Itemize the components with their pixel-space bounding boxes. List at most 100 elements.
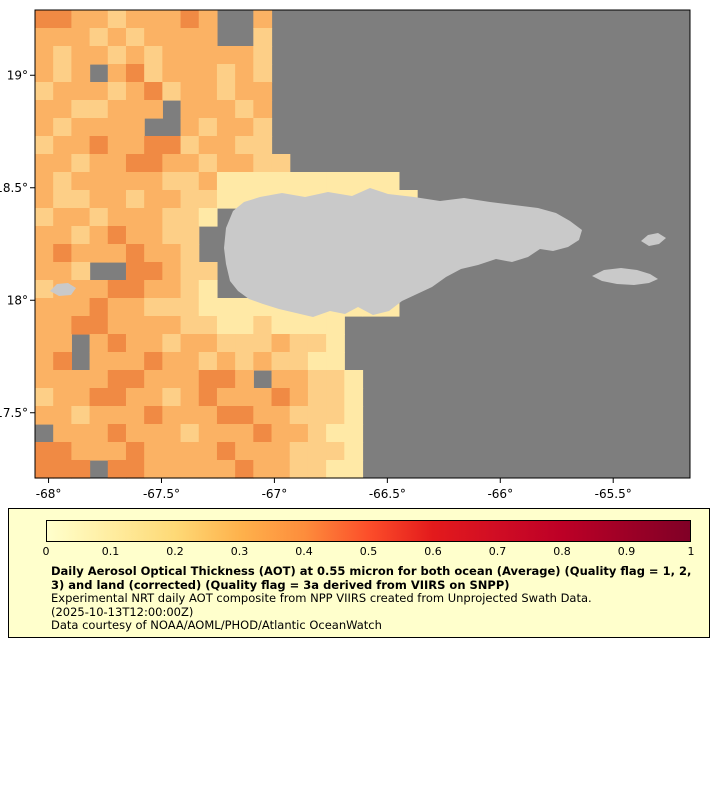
aot-cell xyxy=(253,442,273,461)
aot-cell xyxy=(35,370,54,389)
aot-cell xyxy=(162,406,182,425)
aot-cell xyxy=(253,136,273,155)
aot-cell xyxy=(107,172,127,191)
aot-cell xyxy=(235,334,254,353)
aot-cell xyxy=(35,244,54,263)
aot-cell xyxy=(125,64,145,83)
aot-cell xyxy=(89,172,109,191)
aot-cell xyxy=(216,424,236,443)
aot-cell xyxy=(326,316,345,335)
aot-cell xyxy=(144,190,163,209)
aot-cell xyxy=(198,298,218,317)
aot-cell xyxy=(180,100,200,119)
aot-cell xyxy=(271,442,291,461)
aot-cell xyxy=(198,442,218,461)
aot-cell xyxy=(35,262,54,281)
aot-cell xyxy=(289,460,309,479)
aot-cell xyxy=(53,424,72,443)
aot-cell xyxy=(71,226,91,245)
aot-cell xyxy=(107,82,127,101)
aot-cell xyxy=(271,334,291,353)
aot-cell xyxy=(271,316,291,335)
aot-cell xyxy=(216,334,236,353)
aot-cell xyxy=(107,28,127,47)
aot-cell xyxy=(35,136,54,155)
legend-text-block: Daily Aerosol Optical Thickness (AOT) at… xyxy=(51,564,699,633)
aot-cell xyxy=(235,82,254,101)
aot-cell xyxy=(125,154,145,173)
aot-cell xyxy=(53,244,72,263)
aot-cell xyxy=(162,334,182,353)
aot-cell xyxy=(89,190,109,209)
aot-cell xyxy=(144,280,163,299)
aot-cell xyxy=(235,46,254,65)
y-tick-label: 18° xyxy=(7,293,28,307)
aot-cell xyxy=(326,172,345,191)
aot-cell xyxy=(362,172,382,191)
aot-cell xyxy=(125,388,145,407)
aot-cell xyxy=(180,370,200,389)
aot-cell xyxy=(144,388,163,407)
aot-cell xyxy=(53,352,72,371)
aot-cell xyxy=(253,316,273,335)
aot-cell xyxy=(235,118,254,137)
legend-credit: Data courtesy of NOAA/AOML/PHOD/Atlantic… xyxy=(51,618,382,632)
aot-cell xyxy=(71,460,91,479)
aot-cell xyxy=(144,10,163,29)
aot-cell xyxy=(198,10,218,29)
plot-frame-layer xyxy=(34,9,691,479)
aot-cell xyxy=(162,226,182,245)
aot-cell xyxy=(289,442,309,461)
aot-cell xyxy=(89,334,109,353)
aot-cell xyxy=(35,298,54,317)
x-tick-label: -67.5° xyxy=(143,487,180,501)
aot-cell xyxy=(216,46,236,65)
colorbar-tick-label: 0.9 xyxy=(617,545,636,558)
aot-cell xyxy=(235,442,254,461)
aot-cell xyxy=(289,172,309,191)
aot-cell xyxy=(71,442,91,461)
aot-cell xyxy=(71,406,91,425)
aot-cell xyxy=(180,262,200,281)
aot-cell xyxy=(198,208,218,227)
aot-cell xyxy=(125,136,145,155)
aot-cell xyxy=(344,406,364,425)
aot-cell xyxy=(89,100,109,119)
aot-cell xyxy=(125,406,145,425)
x-tick-label: -67° xyxy=(262,487,288,501)
aot-cell xyxy=(71,100,91,119)
aot-cell xyxy=(162,10,182,29)
aot-cell xyxy=(180,46,200,65)
aot-cell xyxy=(89,244,109,263)
aot-cell xyxy=(71,424,91,443)
aot-cell xyxy=(344,370,364,389)
aot-cell xyxy=(53,136,72,155)
aot-cell xyxy=(162,244,182,263)
aot-cell xyxy=(180,334,200,353)
aot-cell xyxy=(198,352,218,371)
aot-cell xyxy=(107,46,127,65)
aot-cell xyxy=(216,190,236,209)
aot-cell xyxy=(162,442,182,461)
aot-cell xyxy=(162,172,182,191)
aot-cell xyxy=(180,172,200,191)
aot-cell xyxy=(216,118,236,137)
aot-cell xyxy=(235,136,254,155)
aot-cell xyxy=(125,442,145,461)
aot-cell xyxy=(89,136,109,155)
aot-cell xyxy=(71,316,91,335)
aot-cell xyxy=(216,460,236,479)
aot-cell xyxy=(53,190,72,209)
island-mona xyxy=(50,283,76,296)
aot-cell xyxy=(107,64,127,83)
aot-cell xyxy=(71,118,91,137)
aot-cell xyxy=(162,190,182,209)
aot-cell xyxy=(125,28,145,47)
aot-cell xyxy=(216,370,236,389)
aot-cell xyxy=(35,172,54,191)
aot-cell xyxy=(53,100,72,119)
aot-cell xyxy=(125,226,145,245)
aot-cell xyxy=(216,154,236,173)
aot-cell xyxy=(180,82,200,101)
aot-cell xyxy=(125,424,145,443)
